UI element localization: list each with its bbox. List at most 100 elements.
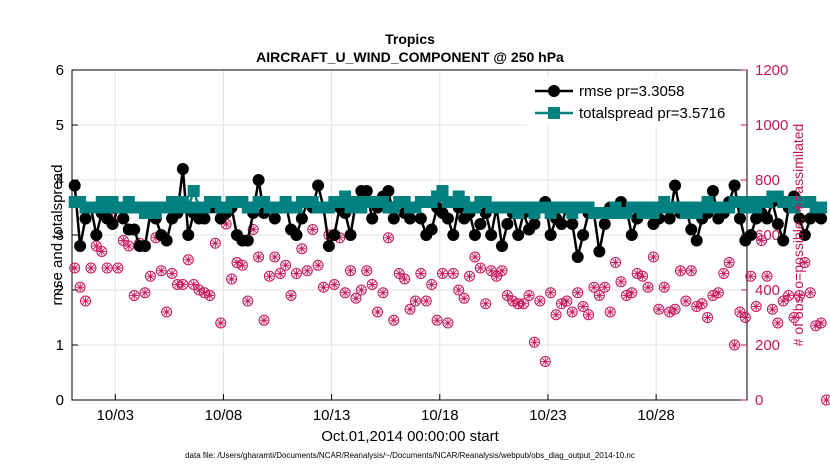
legend-box [527, 78, 737, 126]
obs-asterisk-stroke [574, 289, 581, 297]
obs-point [464, 270, 476, 282]
obs-point [626, 287, 638, 299]
rmse-point [474, 218, 487, 230]
obs-asterisk-stroke [579, 303, 587, 310]
obs-point [96, 246, 108, 257]
rmse-point [160, 234, 173, 247]
obs-circle [312, 259, 324, 271]
obs-point [161, 306, 173, 318]
obs-circle [74, 281, 86, 293]
obs-point [263, 270, 275, 282]
y-tick-label: 5 [56, 117, 64, 134]
legend-rmse-label: rmse pr=3.3058 [579, 83, 684, 100]
obs-asterisk-stroke [395, 270, 403, 277]
rmse-point [198, 212, 211, 225]
obs-point [761, 270, 773, 282]
obs-asterisk-stroke [428, 281, 435, 288]
obs-point [566, 306, 578, 318]
obs-asterisk-stroke [71, 264, 78, 272]
obs-asterisk-stroke [520, 300, 527, 308]
obs-circle [788, 312, 800, 323]
obs-point [815, 317, 827, 329]
obs-circle [296, 243, 308, 255]
rmse-point [404, 212, 417, 225]
obs-point [382, 232, 394, 244]
obs-point [523, 290, 535, 301]
obs-asterisk-stroke [709, 292, 717, 299]
obs-point [658, 281, 670, 293]
obs-circle [772, 317, 784, 329]
obs-asterisk-stroke [222, 220, 230, 228]
rmse-point [382, 185, 395, 197]
obs-point [480, 298, 492, 310]
obs-circle [274, 268, 286, 279]
rmse-point [793, 212, 806, 225]
obs-circle [96, 246, 108, 257]
obs-asterisk-stroke [401, 275, 408, 283]
obs-circle [723, 257, 735, 268]
obs-point [696, 298, 708, 310]
obs-asterisk-stroke [698, 300, 706, 308]
rmse-point [176, 163, 189, 175]
rmse-point [268, 212, 281, 225]
obs-point [588, 281, 600, 293]
obs-circle [669, 303, 681, 315]
x-tick-label: 10/08 [205, 407, 243, 424]
obs-circle [750, 301, 762, 312]
obs-circle [69, 262, 81, 274]
obs-circle [155, 265, 167, 277]
obs-asterisk-stroke [206, 292, 214, 299]
chart-title: Tropics [385, 31, 435, 47]
obs-asterisk-stroke [347, 267, 354, 275]
obs-circle [610, 257, 622, 268]
legend-spread-label: totalspread pr=3.5716 [579, 105, 725, 122]
rmse-point [798, 229, 811, 241]
obs-point [204, 290, 216, 301]
obs-point [680, 295, 692, 307]
obs-asterisk-stroke [233, 259, 241, 266]
obs-asterisk-stroke [650, 253, 657, 261]
obs-asterisk-stroke [439, 270, 446, 277]
obs-point [215, 317, 227, 329]
obs-point [572, 287, 584, 299]
obs-point [610, 257, 622, 268]
obs-point [469, 251, 481, 263]
obs-circle [382, 232, 394, 244]
obs-point [739, 312, 751, 323]
obs-asterisk-stroke [525, 292, 533, 299]
obs-asterisk-stroke [558, 300, 565, 308]
obs-circle [328, 279, 340, 290]
obs-asterisk-stroke [217, 319, 224, 327]
obs-asterisk-stroke [417, 270, 425, 277]
obs-asterisk-stroke [455, 286, 462, 294]
rmse-point [663, 212, 676, 225]
obs-point [166, 268, 178, 279]
obs-point [766, 303, 778, 315]
obs-asterisk-stroke [163, 308, 170, 316]
rmse-point [117, 212, 130, 225]
obs-asterisk-stroke [120, 237, 127, 244]
obs-circle [799, 257, 811, 268]
obs-point [685, 265, 697, 277]
obs-circle [593, 290, 605, 301]
obs-asterisk-stroke [644, 283, 652, 291]
obs-circle [685, 265, 697, 277]
obs-circle [653, 303, 665, 315]
rmse-point [441, 212, 454, 225]
obs-circle [647, 251, 659, 263]
obs-point [307, 224, 319, 235]
obs-asterisk-stroke [444, 319, 452, 327]
obs-circle [804, 287, 816, 299]
obs-circle [588, 281, 600, 293]
obs-circle [112, 262, 124, 274]
obs-circle [301, 265, 313, 277]
obs-point [366, 279, 378, 290]
obs-circle [615, 276, 627, 288]
obs-asterisk-stroke [623, 292, 630, 299]
y-tick-label: 3 [56, 227, 64, 244]
obs-point [718, 268, 730, 279]
obs-circle [604, 306, 616, 318]
y-tick-label: 6 [56, 62, 64, 79]
obs-asterisk-stroke [547, 289, 554, 297]
obs-circle [161, 306, 173, 318]
